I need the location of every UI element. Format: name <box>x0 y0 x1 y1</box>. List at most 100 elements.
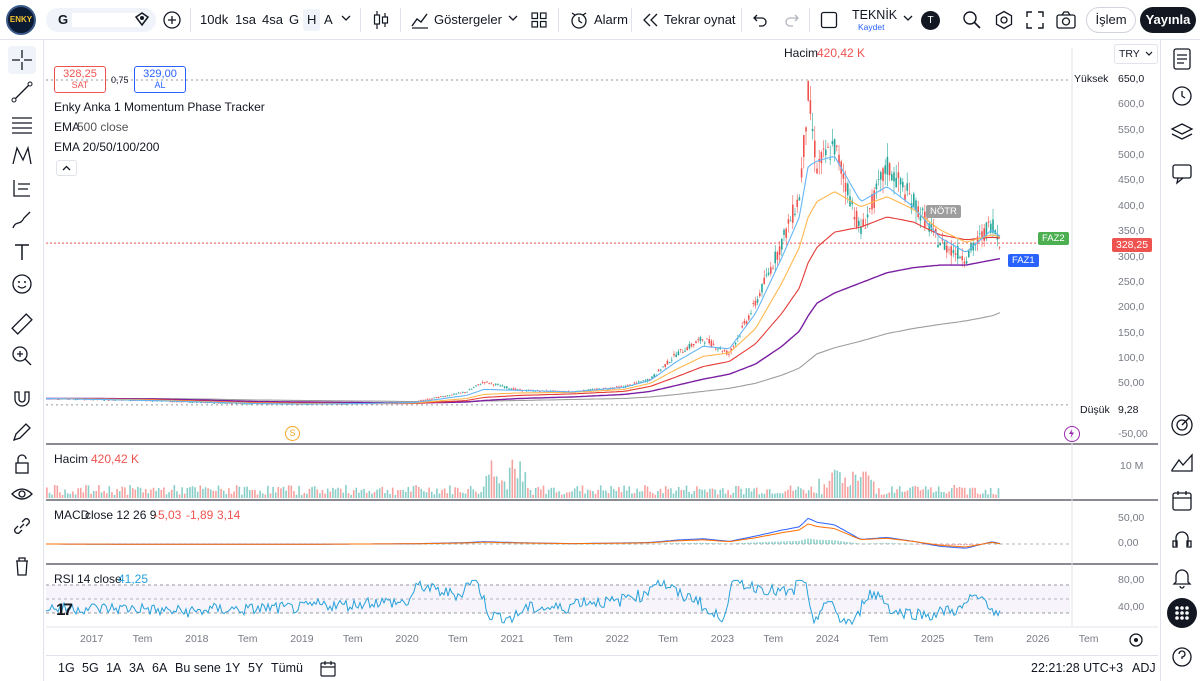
lock-icon[interactable] <box>8 450 36 478</box>
chevron-down-icon[interactable] <box>903 15 913 23</box>
chat-icon[interactable] <box>1169 160 1195 186</box>
buy-button[interactable]: 329,00 AL <box>134 66 186 93</box>
volume-bar <box>833 469 836 498</box>
avatar[interactable]: T <box>921 11 940 30</box>
magnet-icon[interactable] <box>8 384 36 412</box>
layout-name[interactable]: TEKNİK <box>852 8 898 22</box>
ruler-icon[interactable] <box>8 310 36 338</box>
volume-bar <box>66 493 69 498</box>
chart-canvas[interactable] <box>46 42 1158 654</box>
dividend-event-icon[interactable] <box>1064 426 1080 442</box>
layers-icon[interactable] <box>1169 120 1195 146</box>
chevron-down-icon[interactable] <box>341 15 351 23</box>
clock[interactable]: 22:21:28 UTC+3 <box>1031 661 1124 675</box>
indicator-ema500-name[interactable]: EMA <box>54 120 81 134</box>
volume-bar <box>576 486 579 498</box>
long-position-icon[interactable] <box>8 174 36 202</box>
volume-bar <box>885 493 888 498</box>
range-1g[interactable]: 1G <box>58 661 75 675</box>
adj-toggle[interactable]: ADJ <box>1132 661 1156 675</box>
volume-bar <box>259 490 261 498</box>
indicator-enky-label[interactable]: Enky Anka 1 Momentum Phase Tracker <box>54 100 265 114</box>
eye-icon[interactable] <box>8 480 36 508</box>
podcast-icon[interactable] <box>1169 526 1195 552</box>
chart-area[interactable]: Hacim 420,42 K TRY 328,25 SAT 0,75 329,0… <box>46 42 1158 654</box>
logo[interactable]: ENKY <box>6 5 36 35</box>
indicators-button[interactable]: Göstergeler <box>434 12 502 27</box>
macd-pane-title[interactable]: MACD <box>54 508 90 522</box>
notifications-icon[interactable] <box>1169 564 1195 590</box>
settings-icon[interactable] <box>994 10 1014 30</box>
range-1y[interactable]: 1Y <box>225 661 241 675</box>
range-5g[interactable]: 5G <box>82 661 99 675</box>
macd-histogram-bar <box>732 543 734 544</box>
camera-icon[interactable] <box>1056 11 1076 29</box>
emoji-icon[interactable] <box>8 270 36 298</box>
range-1a[interactable]: 1A <box>106 661 122 675</box>
replay-icon[interactable] <box>642 13 658 27</box>
help-icon[interactable] <box>1169 644 1195 670</box>
candle-body <box>440 396 442 398</box>
indicator-ema-multi-label[interactable]: EMA 20/50/100/200 <box>54 140 160 154</box>
layouts-grid-icon[interactable] <box>531 12 547 28</box>
collapse-legend-button[interactable] <box>56 160 77 176</box>
interval-4sa[interactable]: 4sa <box>262 12 283 27</box>
candle-body <box>464 392 466 393</box>
text-icon[interactable] <box>8 238 36 266</box>
pattern-icon[interactable] <box>8 142 36 170</box>
interval-h[interactable]: H <box>303 9 321 31</box>
zoom-in-icon[interactable] <box>8 342 36 370</box>
watchlist-icon[interactable] <box>1169 46 1195 72</box>
time-tick-label: 2020 <box>395 633 419 645</box>
volume-bar <box>191 486 194 498</box>
volume-pane-title[interactable]: Hacim <box>54 452 89 466</box>
publish-button[interactable]: Yayınla <box>1140 7 1196 33</box>
candles-icon[interactable] <box>372 10 390 30</box>
add-symbol-icon[interactable] <box>163 11 181 29</box>
macd-histogram-bar <box>900 543 902 545</box>
volume-bar <box>768 489 771 498</box>
alerts-clock-icon[interactable] <box>1169 82 1195 108</box>
interval-g[interactable]: G <box>289 12 300 27</box>
crosshair-icon[interactable] <box>8 46 36 74</box>
eye-icon[interactable] <box>134 11 150 27</box>
volume-bar <box>914 486 917 498</box>
candle-body <box>800 168 803 178</box>
brush-icon[interactable] <box>8 206 36 234</box>
pencil-lock-icon[interactable] <box>8 418 36 446</box>
trend-line-icon[interactable] <box>8 78 36 106</box>
alarm-button[interactable]: Alarm <box>594 12 628 27</box>
replay-button[interactable]: Tekrar oynat <box>664 12 736 27</box>
chevron-down-icon[interactable] <box>508 15 518 23</box>
currency-selector[interactable]: TRY <box>1114 44 1158 64</box>
range-tumu[interactable]: Tümü <box>271 661 303 675</box>
range-5y[interactable]: 5Y <box>248 661 264 675</box>
interval-1sa[interactable]: 1sa <box>235 12 256 27</box>
rsi-pane-title[interactable]: RSI <box>54 572 75 586</box>
apps-menu-icon[interactable] <box>1167 598 1197 628</box>
undo-icon[interactable] <box>752 12 768 28</box>
fib-retracement-icon[interactable] <box>8 110 36 138</box>
interval-10dk[interactable]: 10dk <box>200 12 229 27</box>
chart-settings-icon[interactable] <box>1128 632 1144 648</box>
quick-search-icon[interactable] <box>962 10 982 30</box>
redo-icon[interactable] <box>784 12 800 28</box>
split-event-icon[interactable]: S <box>285 426 300 441</box>
interval-a[interactable]: A <box>324 12 333 27</box>
range-3a[interactable]: 3A <box>129 661 145 675</box>
layout-box-icon[interactable] <box>820 11 838 29</box>
trash-icon[interactable] <box>8 552 36 580</box>
ideas-icon[interactable] <box>1169 450 1195 476</box>
sell-button[interactable]: 328,25 SAT <box>54 66 106 93</box>
alarm-icon[interactable] <box>569 10 589 30</box>
range-bu-sene[interactable]: Bu sene <box>175 661 221 675</box>
date-range-icon[interactable] <box>319 660 337 678</box>
link-icon[interactable] <box>8 512 36 540</box>
fullscreen-icon[interactable] <box>1026 11 1044 29</box>
target-icon[interactable] <box>1169 412 1195 438</box>
trade-button[interactable]: İşlem <box>1086 7 1136 33</box>
range-6a[interactable]: 6A <box>152 661 168 675</box>
calendar-icon[interactable] <box>1169 488 1195 514</box>
indicators-icon[interactable] <box>410 10 430 30</box>
volume-bar <box>989 487 992 498</box>
